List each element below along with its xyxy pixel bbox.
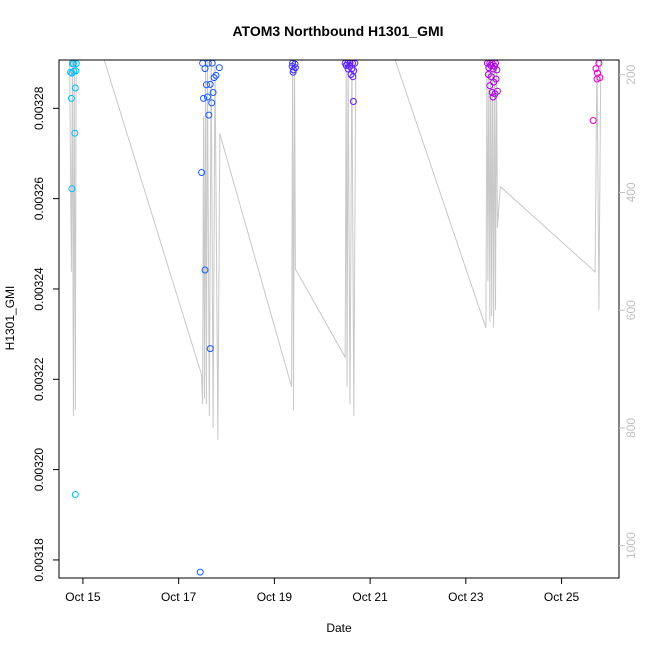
x-tick-label: Oct 21 <box>352 590 388 604</box>
x-axis-label: Date <box>326 621 352 635</box>
y-axis: 0.00318 0.00320 0.00322 0.00324 0.00326 0.003… <box>32 86 59 582</box>
data-point <box>493 66 501 74</box>
data-point <box>215 64 223 72</box>
data-point <box>589 117 597 124</box>
data-point <box>67 94 75 102</box>
data-point <box>486 82 494 90</box>
y-tick-label: 0.00320 <box>32 448 46 492</box>
y-tick-label: 0.00324 <box>32 267 46 311</box>
y-tick-label: 0.00326 <box>32 177 46 221</box>
data-point <box>212 71 220 79</box>
data-point <box>489 65 497 73</box>
data-point <box>200 94 207 102</box>
data-point <box>203 93 211 101</box>
data-point <box>289 68 297 76</box>
y2-tick-label: 200 <box>624 64 638 84</box>
data-point <box>349 73 357 81</box>
y2-tick-label: 600 <box>624 300 638 320</box>
data-point <box>69 60 77 68</box>
data-point <box>201 65 209 73</box>
data-point <box>208 99 216 107</box>
data-point <box>206 80 214 88</box>
y-tick-label: 0.00318 <box>32 538 46 582</box>
data-point <box>209 89 217 96</box>
data-point <box>68 69 76 77</box>
data-point <box>485 64 493 72</box>
data-point <box>205 111 213 119</box>
y-axis-label: H1301_GMI <box>3 286 17 351</box>
y-tick-label: 0.00322 <box>32 357 46 401</box>
data-point <box>198 169 206 176</box>
altitude-line <box>69 60 602 440</box>
altitude-line-layer <box>69 60 602 440</box>
data-point <box>72 60 80 68</box>
data-point <box>593 75 601 83</box>
y2-tick-label: 1000 <box>624 532 638 559</box>
y-tick-label: 0.00328 <box>32 86 46 130</box>
data-point <box>208 60 216 67</box>
data-point <box>71 129 79 137</box>
data-point <box>71 491 79 498</box>
data-point <box>68 185 76 193</box>
data-point <box>487 61 495 69</box>
x-tick-label: Oct 25 <box>544 590 580 604</box>
data-point <box>201 266 209 274</box>
data-point <box>210 74 218 82</box>
data-point <box>349 98 357 105</box>
x-axis: Oct 15 Oct 17 Oct 19 Oct 21 Oct 23 Oct 25 <box>65 578 580 604</box>
x-tick-label: Oct 23 <box>448 590 484 604</box>
data-point <box>592 65 600 73</box>
plot-frame <box>58 59 620 579</box>
data-point <box>490 78 498 86</box>
data-point <box>202 81 210 89</box>
data-point <box>489 93 497 101</box>
y2-axis: 200 400 600 800 1000 <box>619 64 638 559</box>
y2-tick-label: 800 <box>624 418 638 438</box>
data-point <box>196 568 204 576</box>
chart-title: ATOM3 Northbound H1301_GMI <box>232 23 443 39</box>
x-tick-label: Oct 17 <box>161 590 197 604</box>
data-point <box>342 61 350 69</box>
data-point <box>206 345 214 353</box>
data-point <box>72 67 80 75</box>
data-point <box>347 71 355 78</box>
y2-tick-label: 400 <box>624 182 638 202</box>
data-point <box>71 84 79 92</box>
x-tick-label: Oct 15 <box>65 590 101 604</box>
data-points-layer <box>67 60 604 576</box>
x-tick-label: Oct 19 <box>257 590 293 604</box>
